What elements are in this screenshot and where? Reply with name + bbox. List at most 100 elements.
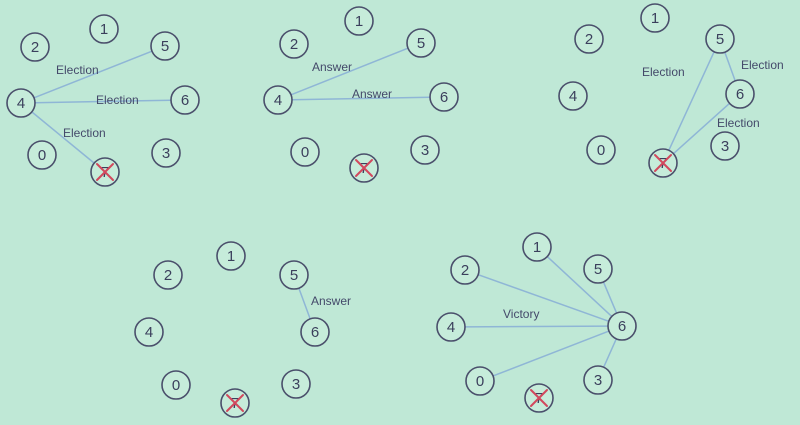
node-circle xyxy=(465,366,495,396)
node-label: 1 xyxy=(100,21,108,38)
node-circle xyxy=(151,138,181,168)
node-label: 3 xyxy=(162,145,170,162)
node-label: 5 xyxy=(290,267,298,284)
node-label: 6 xyxy=(311,324,319,341)
node-7: 7 xyxy=(90,157,120,187)
edge-label-4-5: Election xyxy=(56,63,99,77)
node-circle xyxy=(705,24,735,54)
edge-label-5-6: Election xyxy=(741,58,784,72)
node-circle xyxy=(429,82,459,112)
node-label: 6 xyxy=(736,86,744,103)
node-label: 1 xyxy=(355,13,363,30)
node-3: 3 xyxy=(281,369,311,399)
node-label: 6 xyxy=(181,92,189,109)
node-circle xyxy=(134,317,164,347)
node-label: 1 xyxy=(533,239,541,256)
node-1: 1 xyxy=(89,14,119,44)
crashed-cross-icon xyxy=(654,154,672,172)
node-label: 4 xyxy=(447,319,455,336)
node-0: 0 xyxy=(27,140,57,170)
node-3: 3 xyxy=(710,131,740,161)
edge-6-5 xyxy=(602,281,618,314)
node-7: 7 xyxy=(524,383,554,413)
node-circle xyxy=(27,140,57,170)
node-label: 2 xyxy=(461,262,469,279)
node-label: 3 xyxy=(594,372,602,389)
node-2: 2 xyxy=(20,32,50,62)
crashed-cross-icon xyxy=(530,389,548,407)
node-circle xyxy=(410,135,440,165)
node-circle xyxy=(263,85,293,115)
node-label: 1 xyxy=(651,10,659,27)
node-5: 5 xyxy=(406,28,436,58)
node-label: 5 xyxy=(161,38,169,55)
edge-5-6 xyxy=(298,287,311,320)
edge-label-4-6: Election xyxy=(96,93,139,107)
node-5: 5 xyxy=(583,254,613,284)
node-label: 2 xyxy=(31,39,39,56)
edge-4-7 xyxy=(31,111,95,164)
edge-5-7 xyxy=(668,51,715,151)
node-circle xyxy=(574,24,604,54)
edge-label-6-4: Victory xyxy=(503,307,539,321)
edge-6-2 xyxy=(477,273,610,323)
node-circle xyxy=(450,255,480,285)
diagram-step-3: Election Election Election 1 2 5 4 6 0 7 3 xyxy=(558,3,784,178)
node-label: 4 xyxy=(17,95,25,112)
node-6: 6 xyxy=(300,317,330,347)
node-label: 2 xyxy=(164,267,172,284)
diagram-step-5: Victory 1 2 5 4 6 0 7 3 xyxy=(436,232,637,413)
node-circle xyxy=(170,85,200,115)
node-circle xyxy=(279,29,309,59)
node-label: 2 xyxy=(585,31,593,48)
node-4: 4 xyxy=(436,312,466,342)
node-label: 0 xyxy=(597,142,605,159)
edge-label-4-5: Answer xyxy=(312,60,352,74)
node-4: 4 xyxy=(558,81,588,111)
crashed-cross-icon xyxy=(226,394,244,412)
node-circle xyxy=(558,81,588,111)
edge-4-6 xyxy=(291,96,431,101)
node-7: 7 xyxy=(648,148,678,178)
node-5: 5 xyxy=(279,260,309,290)
node-label: 2 xyxy=(290,36,298,53)
node-label: 0 xyxy=(38,147,46,164)
node-label: 4 xyxy=(145,324,153,341)
node-4: 4 xyxy=(134,317,164,347)
edge-label-4-7: Election xyxy=(63,126,106,140)
node-circle xyxy=(522,232,552,262)
node-circle xyxy=(216,241,246,271)
node-circle xyxy=(150,31,180,61)
node-circle xyxy=(20,32,50,62)
node-label: 3 xyxy=(421,142,429,159)
node-circle xyxy=(583,254,613,284)
node-circle xyxy=(607,311,637,341)
node-circle xyxy=(6,88,36,118)
node-5: 5 xyxy=(705,24,735,54)
node-circle xyxy=(344,6,374,36)
node-circle xyxy=(161,370,191,400)
node-3: 3 xyxy=(410,135,440,165)
node-label: 0 xyxy=(476,373,484,390)
edge-6-3 xyxy=(603,338,617,368)
node-4: 4 xyxy=(6,88,36,118)
node-3: 3 xyxy=(151,138,181,168)
node-label: 5 xyxy=(417,35,425,52)
node-label: 0 xyxy=(172,377,180,394)
node-1: 1 xyxy=(216,241,246,271)
edge-4-5 xyxy=(290,47,409,96)
node-6: 6 xyxy=(170,85,200,115)
edge-4-6 xyxy=(34,99,172,104)
node-2: 2 xyxy=(279,29,309,59)
node-label: 5 xyxy=(594,261,602,278)
node-circle xyxy=(89,14,119,44)
node-1: 1 xyxy=(522,232,552,262)
node-5: 5 xyxy=(150,31,180,61)
node-circle xyxy=(300,317,330,347)
node-label: 3 xyxy=(292,376,300,393)
diagram-step-4: Answer 1 2 5 4 6 0 7 3 xyxy=(134,241,351,418)
node-circle xyxy=(153,260,183,290)
node-0: 0 xyxy=(586,135,616,165)
